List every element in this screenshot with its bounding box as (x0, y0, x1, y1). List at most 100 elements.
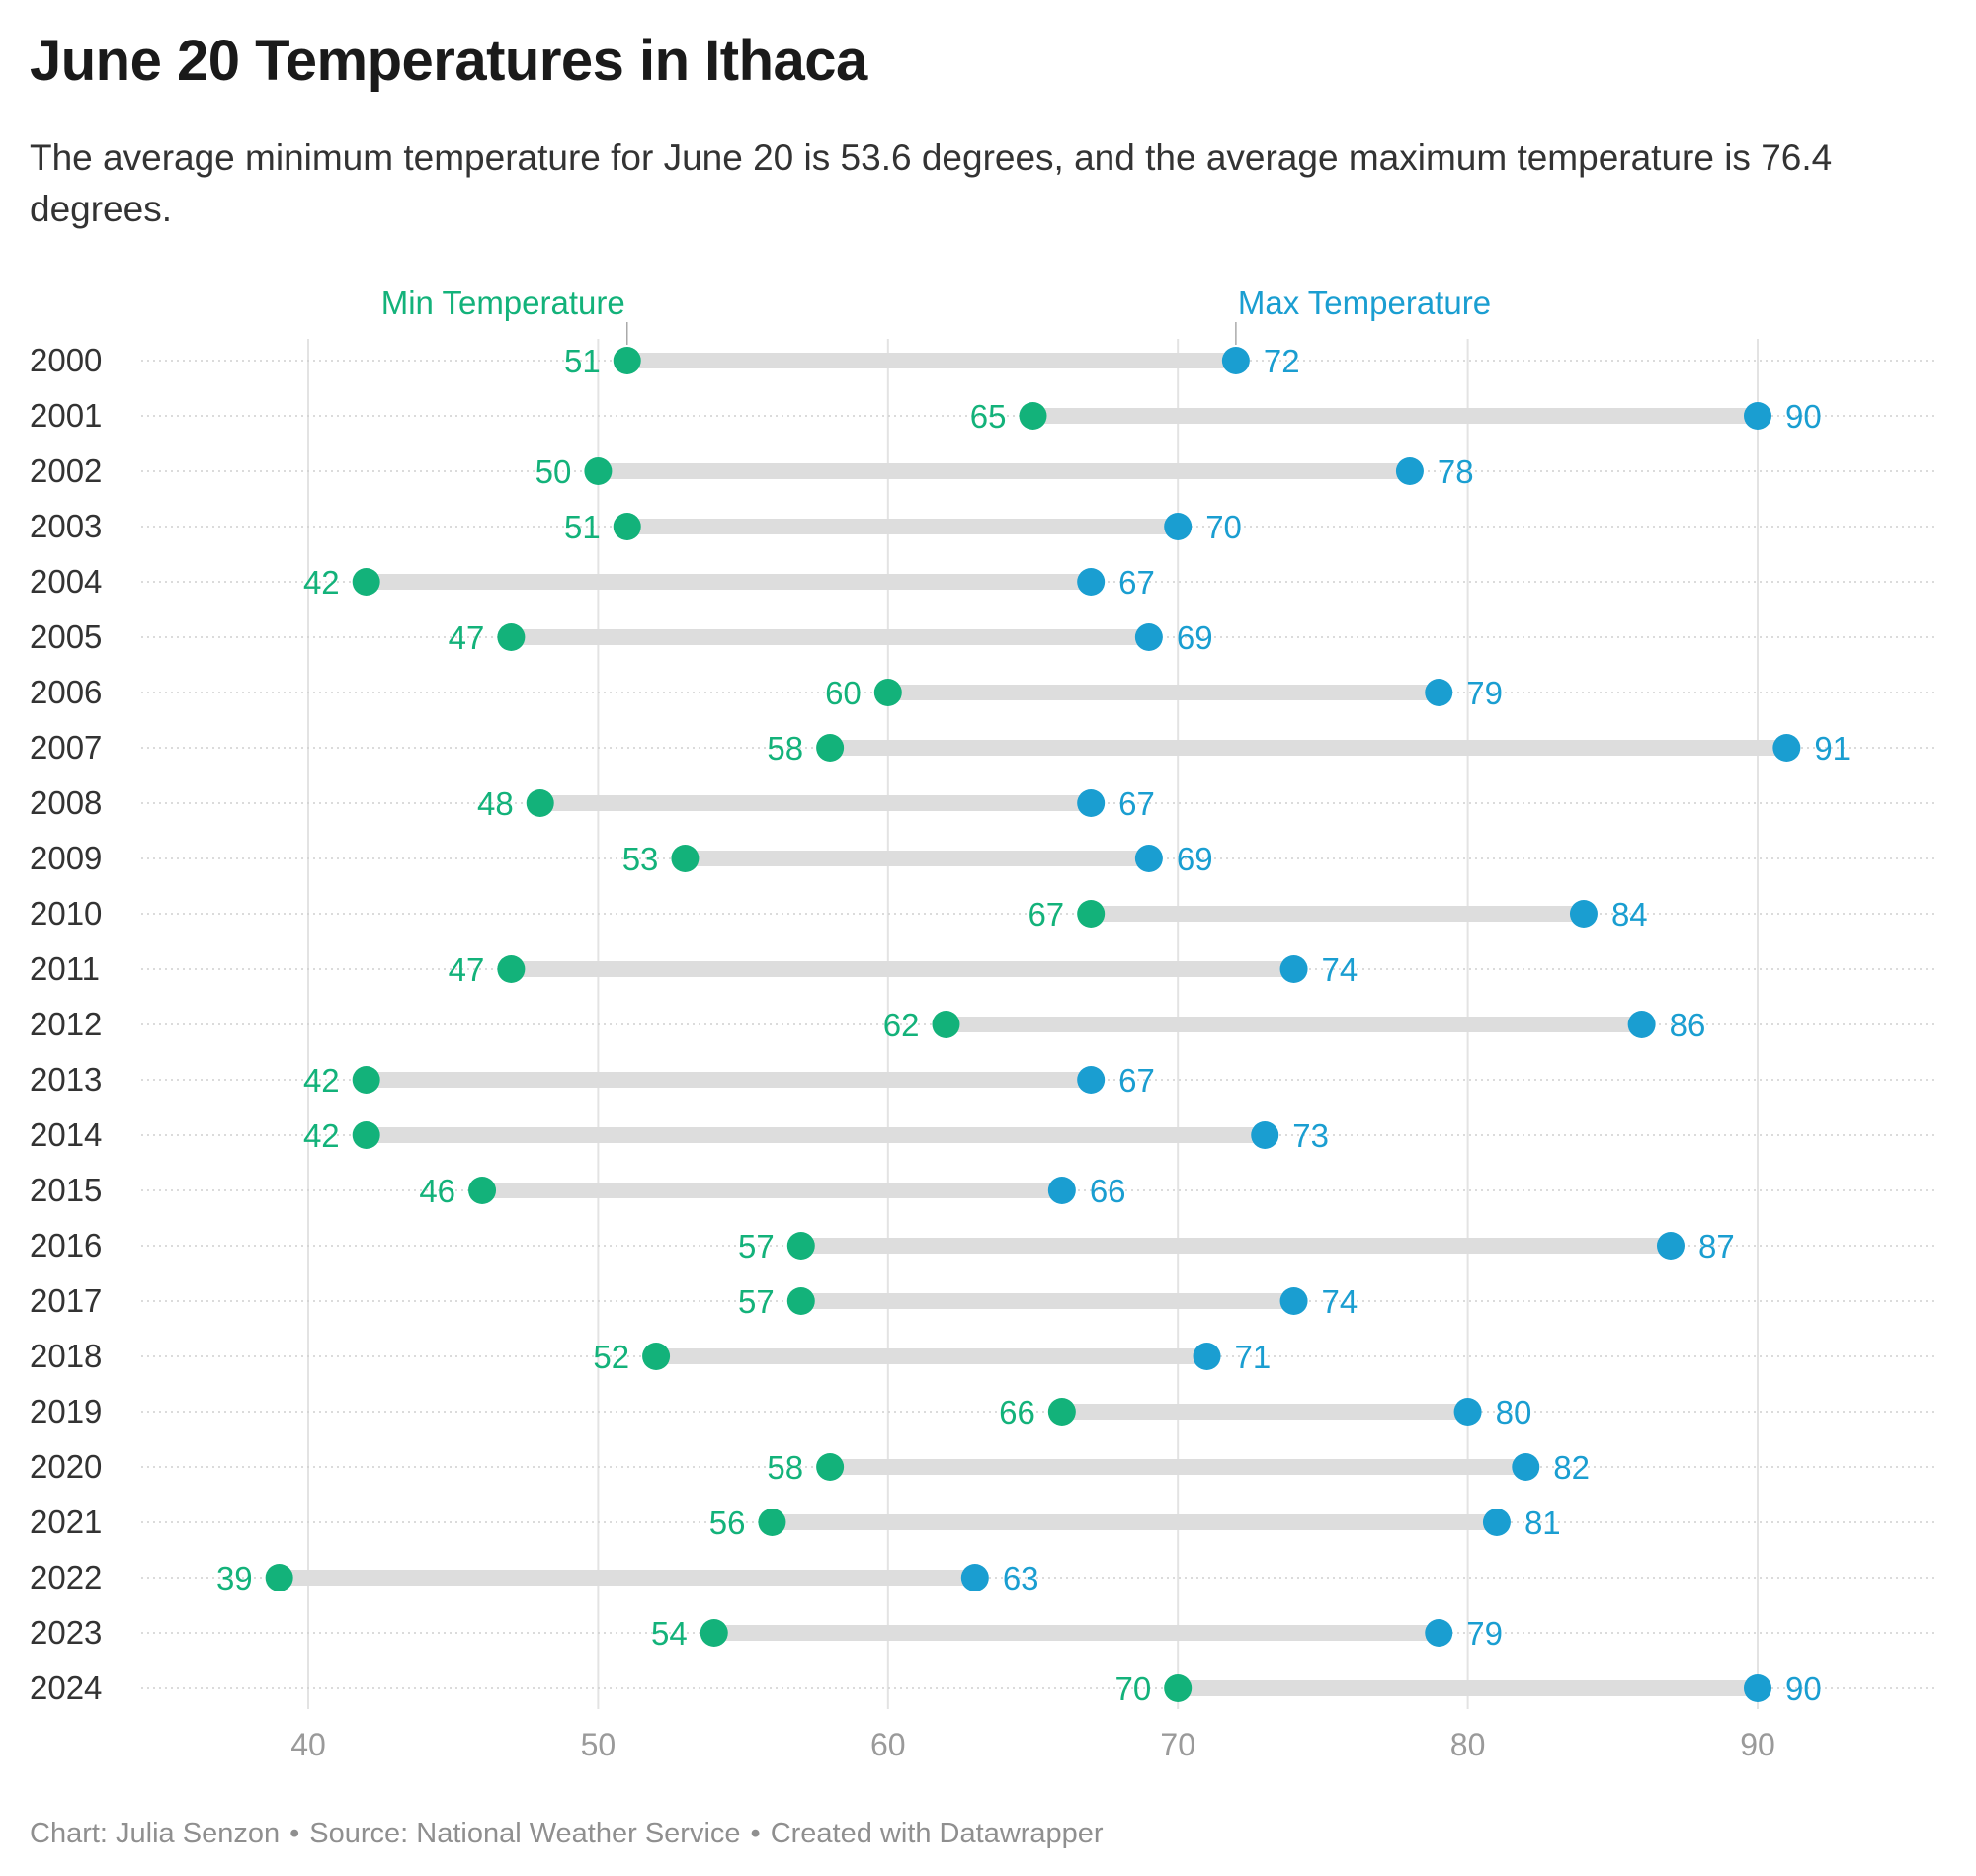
legend-min-label: Min Temperature (381, 285, 625, 321)
max-temp-label: 84 (1611, 896, 1648, 933)
max-temp-label: 78 (1438, 453, 1474, 490)
max-temp-label: 69 (1177, 619, 1213, 656)
legend-layer: Min Temperature Max Temperature (381, 285, 1491, 345)
x-tick-label: 70 (1160, 1727, 1195, 1762)
chart-footer: Chart: Julia Senzon • Source: National Wea… (30, 1818, 1104, 1850)
max-temp-label: 63 (1003, 1560, 1039, 1596)
min-temp-label: 48 (477, 785, 514, 822)
max-temp-dot (1221, 347, 1250, 374)
min-temp-label: 58 (767, 1449, 803, 1486)
max-temp-dot (1772, 734, 1801, 762)
footer-separator: • (750, 1818, 761, 1849)
max-temp-label: 90 (1785, 398, 1822, 435)
chart-title: June 20 Temperatures in Ithaca (30, 29, 867, 93)
chart-credit: Chart: Julia Senzon (30, 1818, 281, 1849)
year-label: 2006 (30, 674, 102, 710)
min-temp-dot (1164, 1674, 1193, 1702)
year-label: 2004 (30, 563, 102, 600)
max-temp-dot (1627, 1011, 1656, 1038)
min-temp-dot (642, 1343, 671, 1370)
year-label: 2002 (30, 452, 102, 489)
min-temp-dot (758, 1509, 786, 1536)
max-temp-label: 74 (1322, 1283, 1358, 1320)
x-tick-label: 50 (581, 1727, 617, 1762)
max-temp-dot (1251, 1121, 1279, 1149)
min-temp-label: 47 (449, 619, 485, 656)
max-temp-dot (1453, 1398, 1482, 1426)
min-temp-dot (352, 1066, 380, 1094)
year-label: 2017 (30, 1282, 102, 1319)
max-temp-label: 74 (1322, 951, 1358, 988)
max-temp-label: 67 (1118, 785, 1155, 822)
min-temp-label: 39 (216, 1560, 253, 1596)
max-temp-dot (1512, 1453, 1540, 1481)
max-temp-label: 73 (1292, 1117, 1329, 1154)
max-temp-label: 87 (1698, 1228, 1735, 1264)
max-temp-dot (1744, 402, 1771, 430)
chart-subtitle: The average minimum temperature for June… (30, 137, 1833, 229)
max-temp-dot (1425, 1619, 1453, 1647)
min-temp-label: 56 (709, 1505, 746, 1541)
max-temp-dot (1077, 789, 1106, 817)
min-temp-label: 51 (564, 509, 601, 545)
year-label: 2012 (30, 1006, 102, 1042)
year-label: 2021 (30, 1504, 102, 1540)
max-temp-label: 91 (1814, 730, 1851, 767)
max-temp-dot (1193, 1343, 1221, 1370)
min-temp-label: 57 (738, 1283, 775, 1320)
year-label: 2001 (30, 397, 102, 434)
max-temp-dot (1279, 1287, 1308, 1315)
min-temp-label: 42 (303, 1062, 340, 1099)
year-label: 2018 (30, 1338, 102, 1374)
max-temp-dot (1134, 623, 1163, 651)
min-temp-dot (265, 1564, 293, 1591)
min-temp-dot (468, 1177, 497, 1204)
min-temp-label: 60 (825, 675, 862, 711)
year-label: 2016 (30, 1227, 102, 1264)
min-temp-dot (786, 1287, 815, 1315)
max-temp-label: 79 (1466, 675, 1503, 711)
year-label: 2007 (30, 729, 102, 766)
min-temp-dot (584, 457, 613, 485)
x-tick-label: 60 (870, 1727, 906, 1762)
legend-max-label: Max Temperature (1238, 285, 1491, 321)
max-temp-dot (1656, 1232, 1685, 1260)
min-temp-label: 42 (303, 1117, 340, 1154)
min-temp-dot (873, 679, 902, 706)
year-label: 2019 (30, 1393, 102, 1429)
max-temp-dot (1482, 1509, 1511, 1536)
max-temp-dot (1164, 513, 1193, 540)
min-temp-dot (526, 789, 554, 817)
year-label: 2020 (30, 1448, 102, 1485)
min-temp-label: 57 (738, 1228, 775, 1264)
max-temp-dot (1047, 1177, 1076, 1204)
max-temp-label: 67 (1118, 564, 1155, 601)
min-temp-dot (1019, 402, 1047, 430)
min-temp-label: 65 (970, 398, 1007, 435)
min-temp-dot (1047, 1398, 1076, 1426)
footer-separator: • (289, 1818, 300, 1849)
min-temp-dot (671, 845, 700, 872)
year-label: 2011 (30, 950, 100, 987)
max-temp-dot (1279, 955, 1308, 983)
max-temp-dot (1077, 568, 1106, 596)
max-temp-dot (1134, 845, 1163, 872)
source-link[interactable]: Source: National Weather Service (309, 1818, 741, 1849)
max-temp-dot (1395, 457, 1424, 485)
max-temp-dot (960, 1564, 989, 1591)
min-temp-label: 53 (622, 841, 659, 877)
min-temp-label: 47 (449, 951, 485, 988)
max-temp-label: 80 (1496, 1394, 1532, 1430)
min-temp-dot (816, 734, 845, 762)
max-temp-dot (1744, 1674, 1771, 1702)
year-label: 2010 (30, 895, 102, 932)
year-label: 2005 (30, 618, 102, 655)
max-temp-label: 70 (1205, 509, 1242, 545)
datawrapper-link[interactable]: Created with Datawrapper (770, 1818, 1104, 1849)
min-temp-label: 66 (999, 1394, 1035, 1430)
year-label: 2003 (30, 508, 102, 544)
row-layer: 2000 51 72 2001 65 90 2002 50 78 2003 51 70 2004 42 67… (30, 342, 1934, 1707)
min-temp-label: 52 (593, 1339, 629, 1375)
min-temp-dot (352, 1121, 380, 1149)
